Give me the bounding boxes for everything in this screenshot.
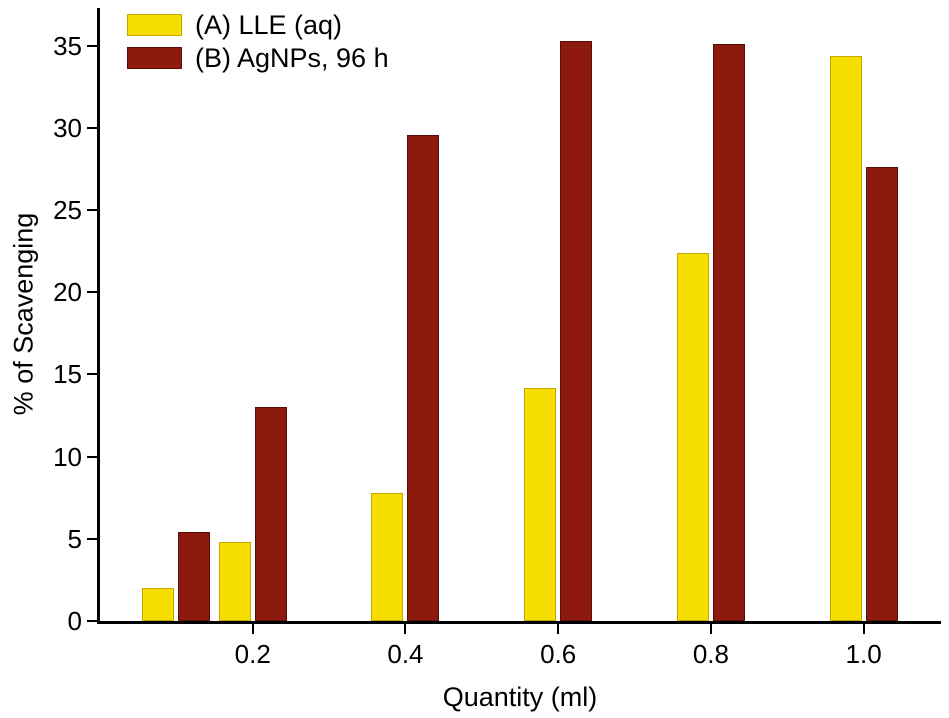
x-tick-mark [251, 624, 254, 634]
x-tick-label: 0.8 [692, 639, 729, 669]
x-axis-title: Quantity (ml) [442, 682, 598, 712]
y-tick-mark [87, 537, 97, 540]
bar-series-b [178, 532, 211, 621]
y-tick-mark [87, 209, 97, 212]
y-tick-mark [87, 126, 97, 129]
bar-series-a [218, 542, 251, 621]
y-tick-label: 30 [53, 112, 82, 143]
bar-series-b [865, 167, 898, 621]
bar-series-a [142, 588, 175, 621]
legend-swatch [127, 13, 182, 36]
x-tick-mark [557, 624, 560, 634]
bar-series-b [712, 44, 745, 621]
y-axis-line [97, 8, 100, 624]
legend-row: (A) LLE (aq) [127, 8, 389, 41]
legend-row: (B) AgNPs, 96 h [127, 41, 389, 74]
x-tick-label: 0.4 [387, 639, 424, 669]
y-tick-label: 5 [67, 523, 82, 554]
y-tick-label: 15 [53, 359, 82, 390]
bar-series-b [560, 40, 593, 621]
y-tick-label: 0 [67, 606, 82, 636]
x-tick-label: 0.2 [234, 639, 271, 669]
legend-swatch [127, 46, 182, 69]
y-tick-label: 25 [53, 195, 82, 226]
bar-series-a [371, 492, 404, 621]
bar-series-b [407, 134, 440, 621]
x-tick-mark [404, 624, 407, 634]
y-tick-mark [87, 44, 97, 47]
x-tick-label: 1.0 [845, 639, 882, 669]
x-axis-line [97, 621, 941, 624]
legend-label: (B) AgNPs, 96 h [195, 42, 389, 73]
y-tick-mark [87, 291, 97, 294]
y-tick-label: 35 [53, 30, 82, 61]
y-tick-mark [87, 620, 97, 622]
y-tick-label: 10 [53, 441, 82, 472]
legend-label: (A) LLE (aq) [195, 9, 343, 40]
y-axis-title: % of Scavenging [8, 212, 39, 416]
y-tick-mark [87, 373, 97, 376]
x-tick-mark [709, 624, 712, 634]
x-tick-label: 0.6 [540, 639, 577, 669]
bar-series-a [524, 387, 557, 621]
bar-series-a [829, 55, 862, 621]
x-tick-mark [862, 624, 865, 634]
y-tick-mark [87, 455, 97, 458]
bar-series-a [676, 252, 709, 621]
bar-series-b [254, 407, 287, 621]
legend: (A) LLE (aq) (B) AgNPs, 96 h [127, 8, 389, 74]
y-tick-label: 20 [53, 277, 82, 308]
